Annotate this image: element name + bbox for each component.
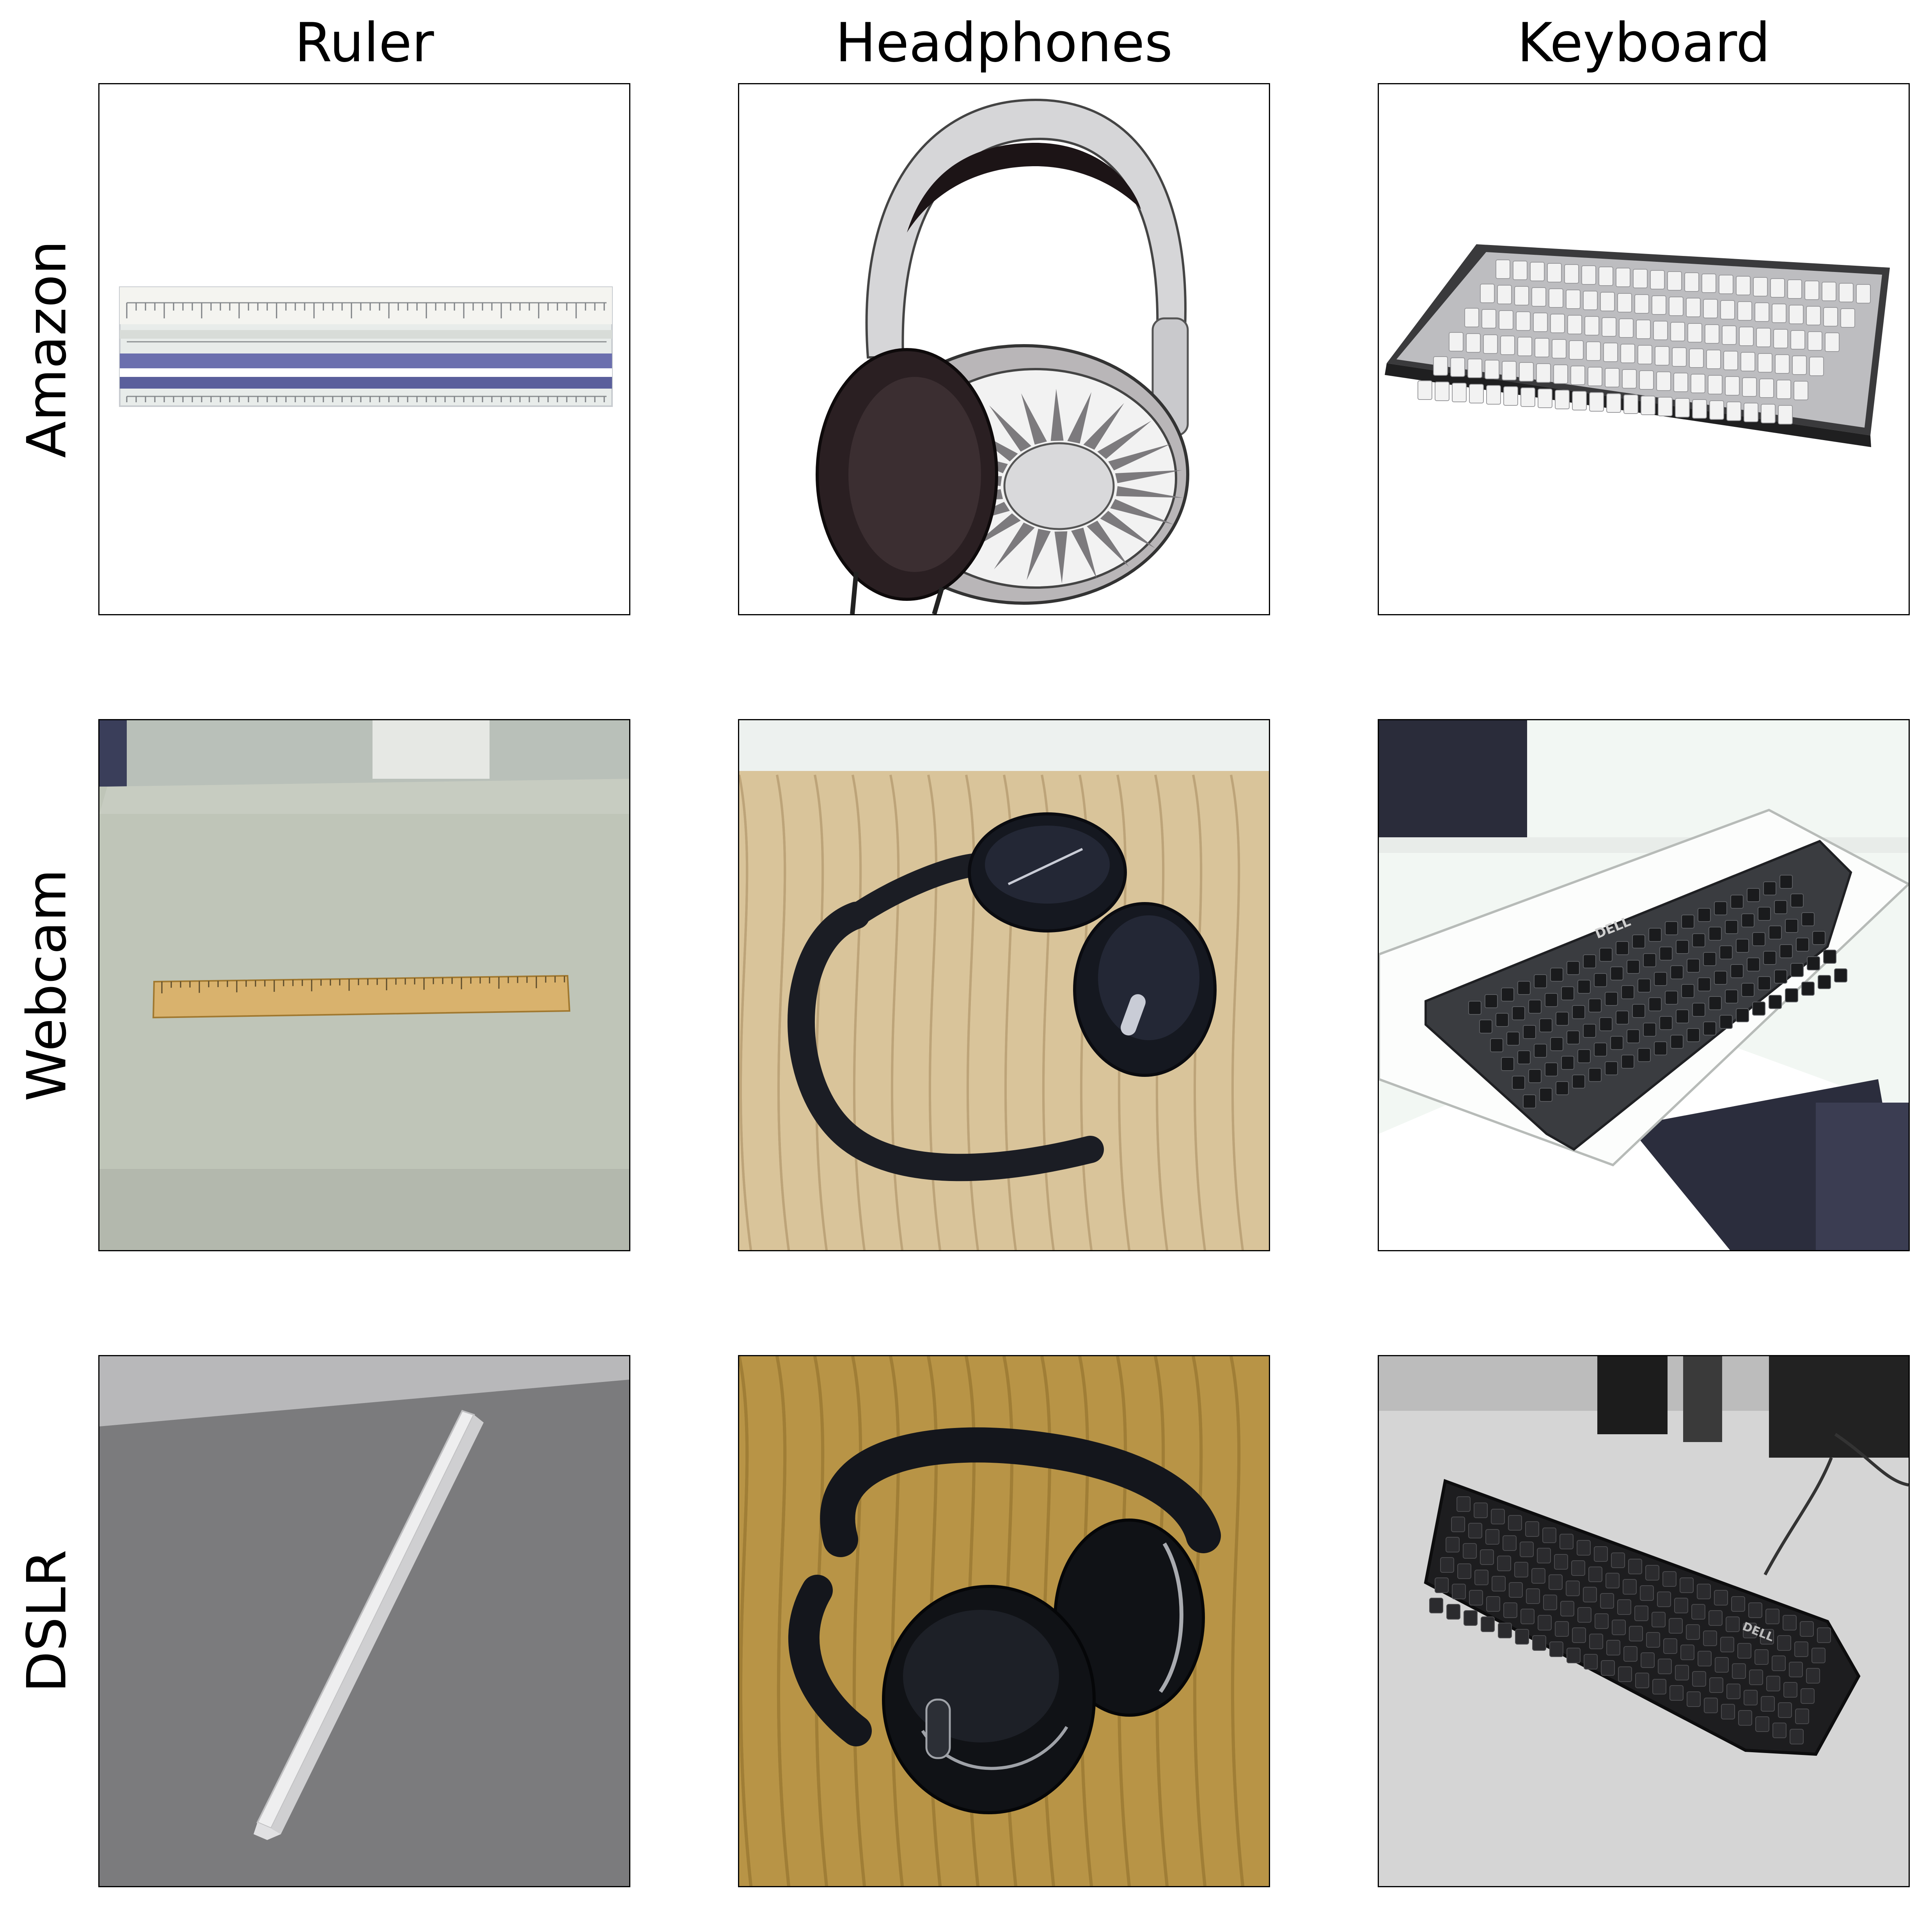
headphones-image bbox=[739, 1356, 1269, 1886]
image-dslr-keyboard: DELL bbox=[1378, 1355, 1910, 1887]
image-amazon-keyboard bbox=[1378, 83, 1910, 615]
column-title-keyboard: Keyboard bbox=[1517, 11, 1771, 74]
headphones-image bbox=[739, 720, 1269, 1250]
row-label-amazon: Amazon bbox=[15, 240, 78, 458]
keyboard-image: DELL bbox=[1379, 720, 1909, 1250]
headphones-image bbox=[739, 84, 1269, 614]
keyboard-image bbox=[1379, 84, 1909, 614]
ruler-image bbox=[99, 1356, 629, 1886]
image-dslr-ruler bbox=[98, 1355, 630, 1887]
column-title-headphones: Headphones bbox=[835, 11, 1173, 74]
image-dslr-headphones bbox=[738, 1355, 1270, 1887]
image-amazon-ruler bbox=[98, 83, 630, 615]
keyboard-image: DELL bbox=[1379, 1356, 1909, 1886]
image-webcam-keyboard: DELL bbox=[1378, 719, 1910, 1251]
image-amazon-headphones bbox=[738, 83, 1270, 615]
row-label-webcam: Webcam bbox=[15, 869, 78, 1101]
ruler-image bbox=[99, 720, 629, 1250]
image-webcam-headphones bbox=[738, 719, 1270, 1251]
row-label-dslr: DSLR bbox=[15, 1549, 78, 1693]
ruler-image bbox=[99, 84, 629, 614]
column-title-ruler: Ruler bbox=[295, 11, 434, 74]
image-webcam-ruler bbox=[98, 719, 630, 1251]
